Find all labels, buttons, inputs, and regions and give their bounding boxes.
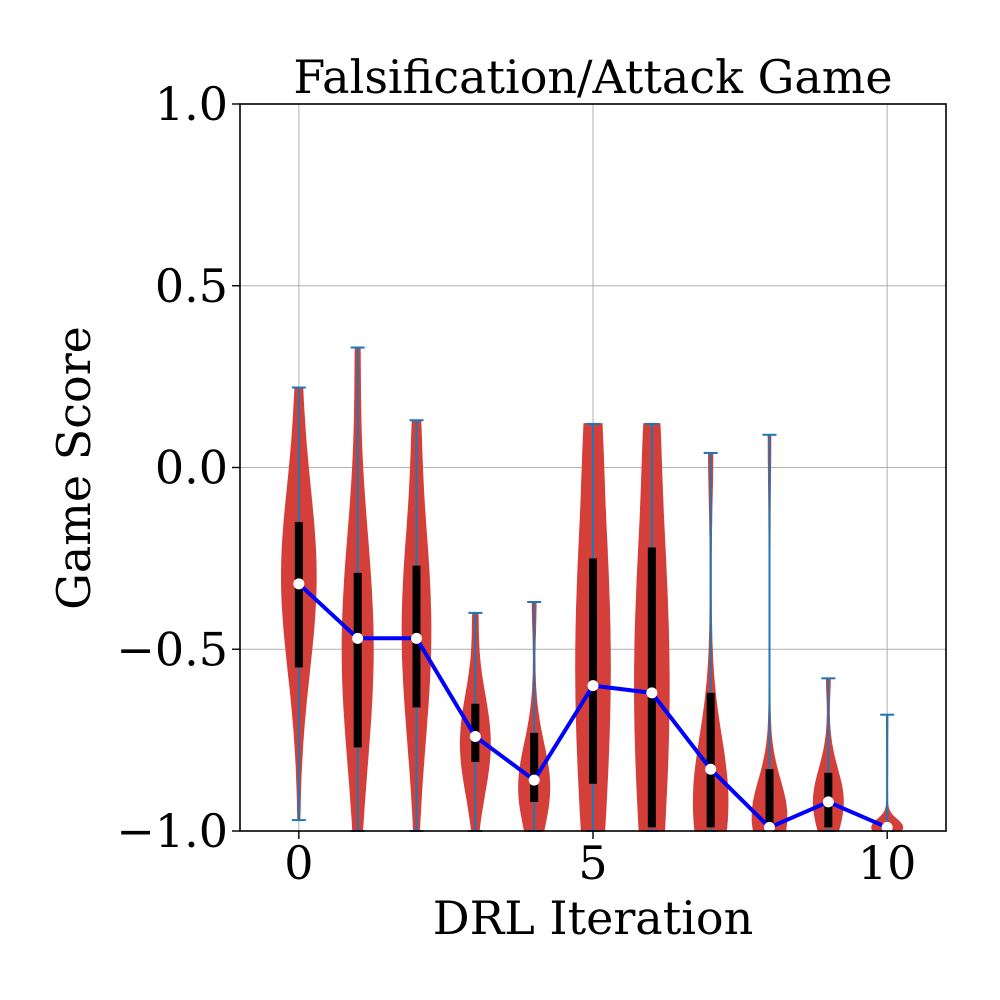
median-marker bbox=[705, 763, 717, 775]
y-tick-label: −0.5 bbox=[116, 622, 228, 676]
median-marker bbox=[822, 796, 834, 808]
ticks-layer: 0 5 10 −1.0 −0.5 0.0 0.5 1.0 bbox=[116, 77, 916, 890]
median-marker bbox=[411, 632, 422, 644]
iqr-bar bbox=[589, 558, 597, 784]
iqr-bar bbox=[353, 572, 362, 748]
median-marker bbox=[293, 578, 305, 590]
x-tick-label: 5 bbox=[578, 836, 607, 890]
median-marker bbox=[587, 680, 599, 692]
chart-title: Falsification/Attack Game bbox=[293, 50, 892, 104]
x-tick-label: 0 bbox=[284, 836, 313, 890]
x-tick-label: 10 bbox=[858, 836, 917, 890]
median-markers-layer bbox=[293, 578, 893, 833]
y-tick-label: 0.5 bbox=[155, 259, 228, 313]
iqr-bar bbox=[530, 732, 539, 802]
iqr-bar bbox=[294, 522, 303, 668]
iqr-bar bbox=[765, 769, 774, 828]
y-tick-label: 1.0 bbox=[155, 77, 228, 131]
y-axis-label: Game Score bbox=[47, 326, 101, 610]
iqr-bar bbox=[706, 692, 715, 828]
y-tick-label: 0.0 bbox=[155, 441, 228, 495]
median-marker bbox=[646, 687, 658, 699]
median-marker bbox=[352, 632, 364, 644]
y-tick-label: −1.0 bbox=[116, 804, 228, 858]
median-marker bbox=[764, 821, 775, 833]
x-axis-label: DRL Iteration bbox=[433, 891, 754, 945]
median-marker bbox=[528, 774, 540, 786]
median-marker bbox=[469, 730, 481, 742]
